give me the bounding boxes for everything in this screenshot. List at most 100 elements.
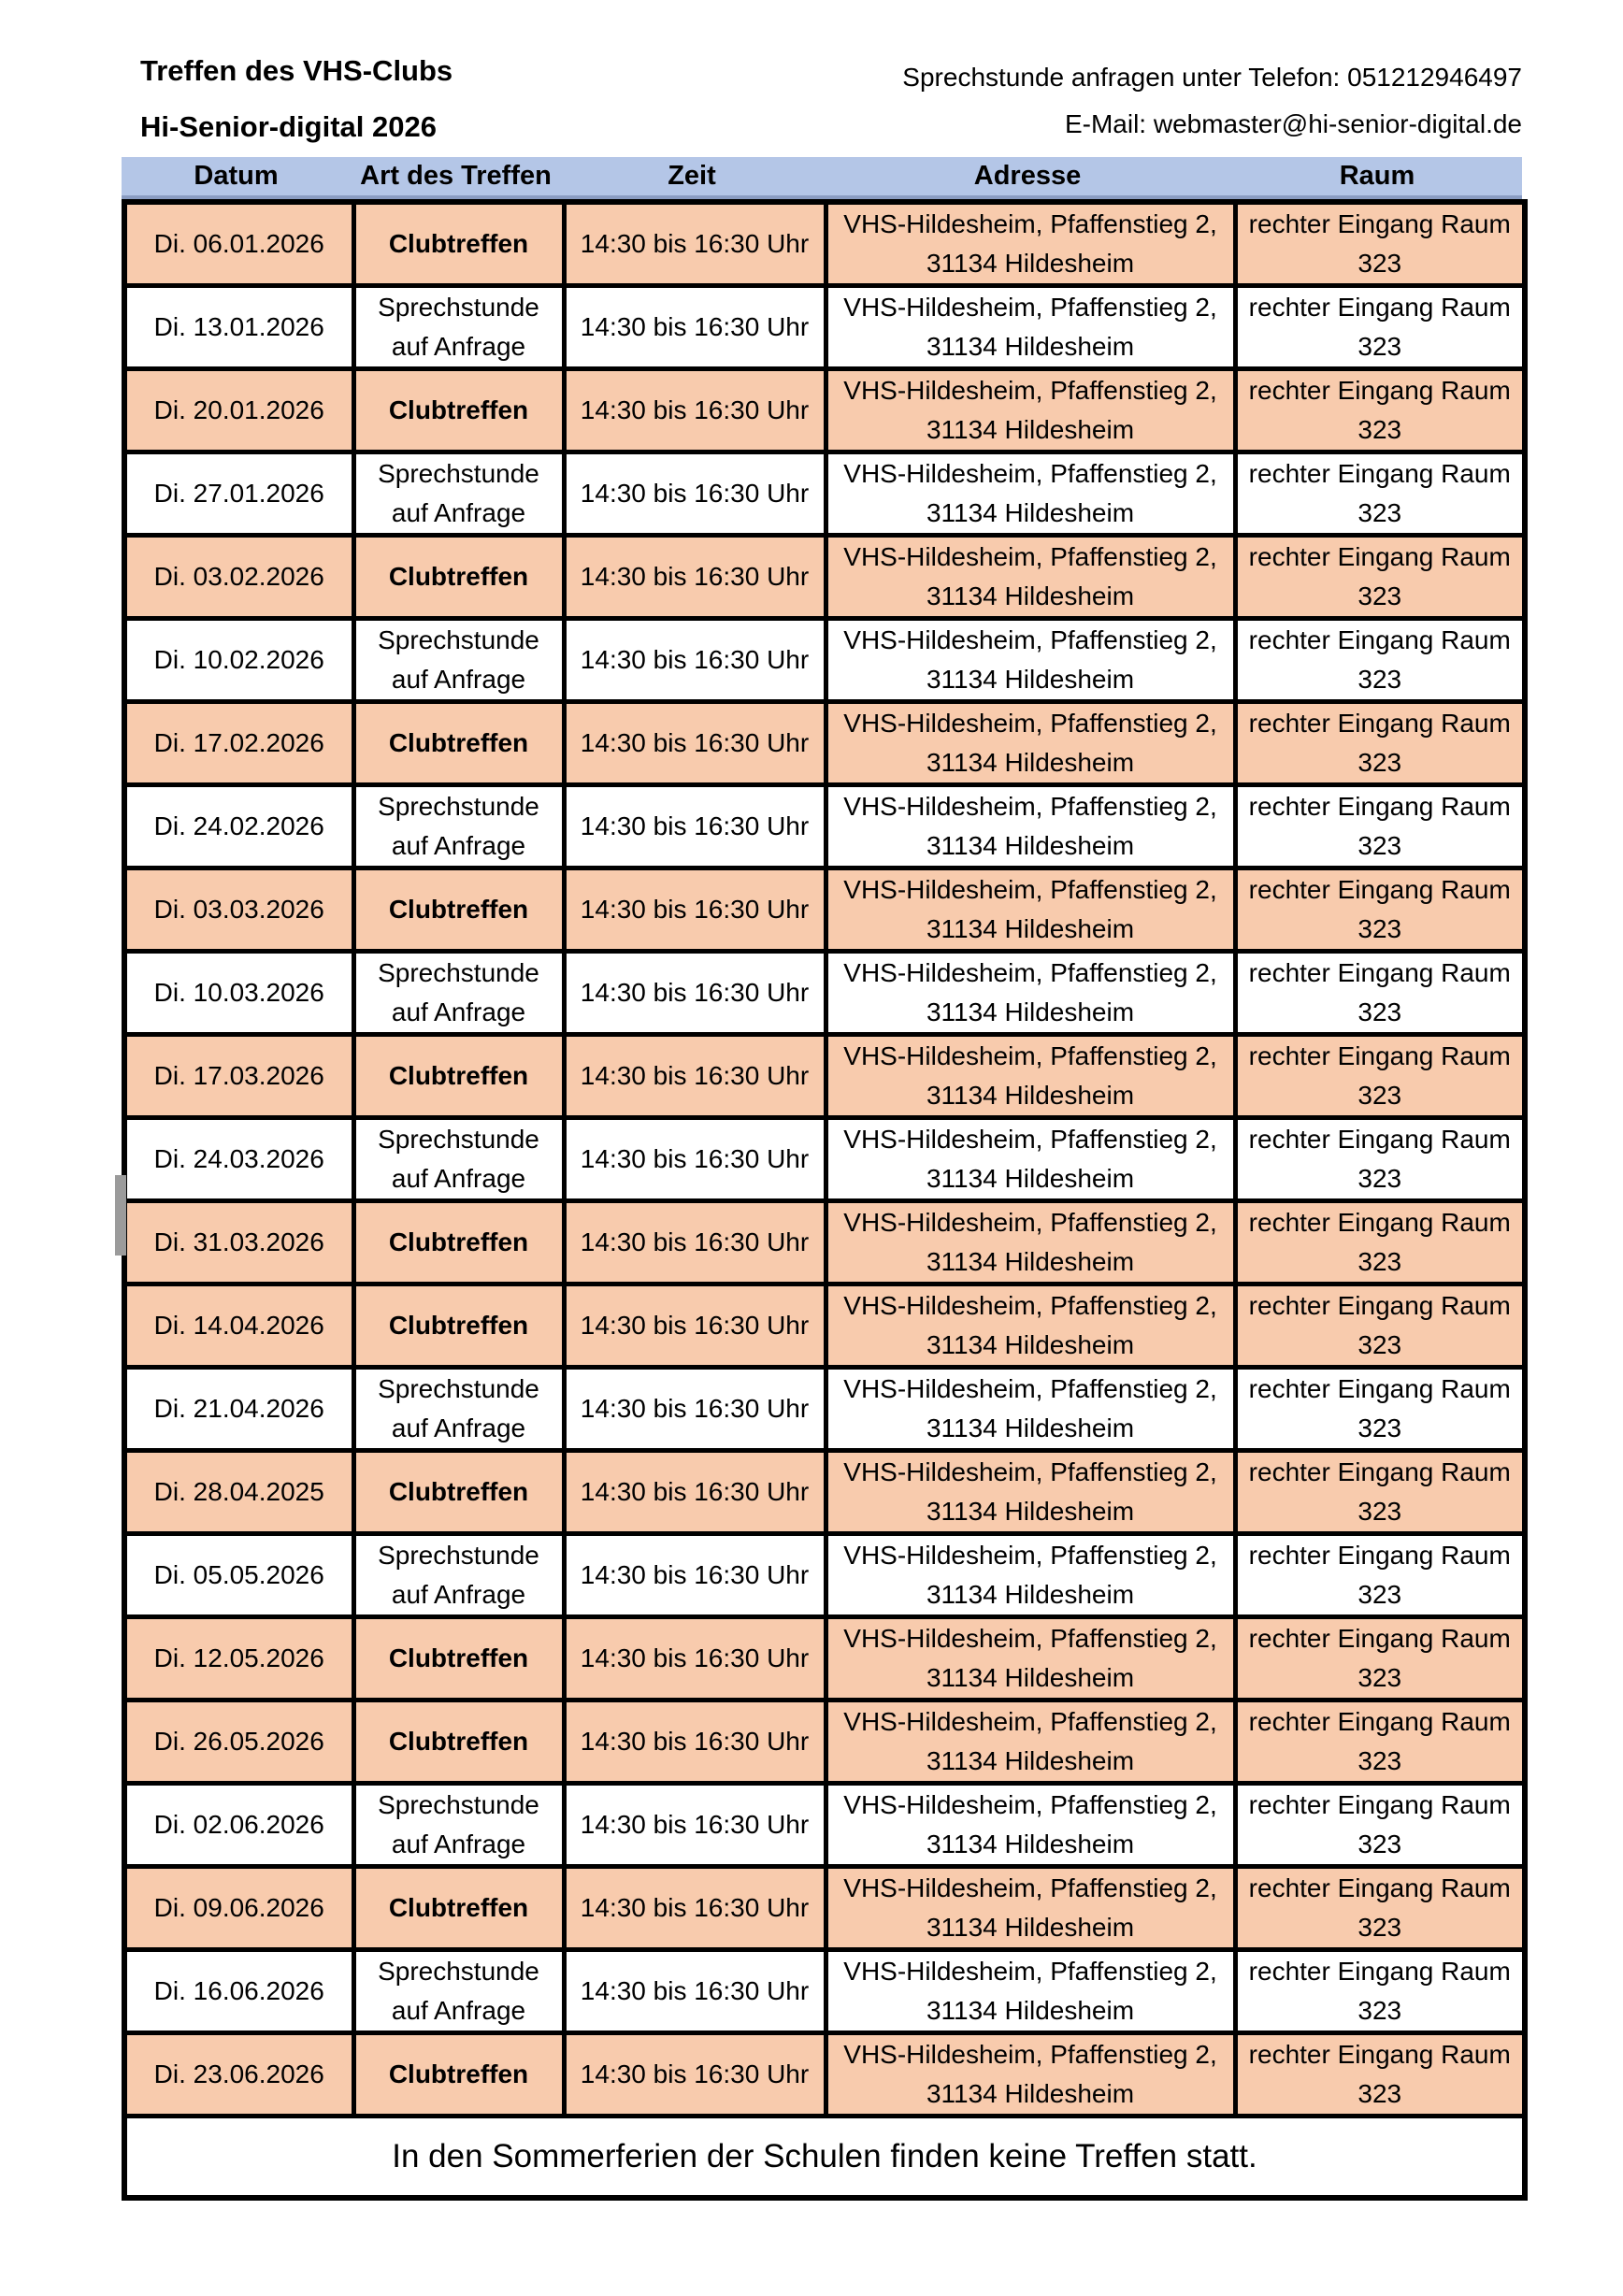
cell-datum: Di. 06.01.2026 (122, 199, 356, 288)
cell-adresse: VHS-Hildesheim, Pfaffenstieg 2, 31134 Hi… (823, 366, 1238, 454)
cell-zeit: 14:30 bis 16:30 Uhr (561, 1448, 828, 1536)
cell-adresse: VHS-Hildesheim, Pfaffenstieg 2, 31134 Hi… (823, 782, 1238, 870)
schedule-body: Di. 06.01.2026 Clubtreffen 14:30 bis 16:30… (122, 199, 1528, 2118)
schedule-row: Di. 10.02.2026 Sprechstunde auf Anfrage 14… (122, 616, 1528, 704)
cell-raum: rechter Eingang Raum 323 (1232, 1781, 1528, 1869)
contact-email: E-Mail: webmaster@hi-senior-digital.de (1064, 109, 1522, 138)
schedule-row: Di. 06.01.2026 Clubtreffen 14:30 bis 16:30… (122, 199, 1528, 288)
cell-art: Clubtreffen (351, 1864, 567, 1952)
title-line-1: Treffen des VHS-Clubs (140, 54, 453, 87)
contact-info: Sprechstunde anfragen unter Telefon: 051… (902, 54, 1522, 148)
title-line-2: Hi-Senior-digital 2026 (140, 110, 437, 143)
schedule-row: Di. 24.02.2026 Sprechstunde auf Anfrage 14… (122, 782, 1528, 870)
cell-raum: rechter Eingang Raum 323 (1232, 1448, 1528, 1536)
cell-datum: Di. 20.01.2026 (122, 366, 356, 454)
cell-adresse: VHS-Hildesheim, Pfaffenstieg 2, 31134 Hi… (823, 699, 1238, 787)
cell-zeit: 14:30 bis 16:30 Uhr (561, 1614, 828, 1702)
cell-datum: Di. 24.02.2026 (122, 782, 356, 870)
cell-raum: rechter Eingang Raum 323 (1232, 616, 1528, 704)
cell-zeit: 14:30 bis 16:30 Uhr (561, 949, 828, 1037)
cell-raum: rechter Eingang Raum 323 (1232, 1032, 1528, 1120)
cell-datum: Di. 09.06.2026 (122, 1864, 356, 1952)
column-header-datum: Datum (194, 161, 279, 191)
cell-adresse: VHS-Hildesheim, Pfaffenstieg 2, 31134 Hi… (823, 616, 1238, 704)
cell-datum: Di. 12.05.2026 (122, 1614, 356, 1702)
schedule-table: Di. 06.01.2026 Clubtreffen 14:30 bis 16:30… (122, 199, 1528, 2201)
schedule-row: Di. 28.04.2025 Clubtreffen 14:30 bis 16:30… (122, 1448, 1528, 1536)
column-header-art: Art des Treffen (360, 161, 552, 191)
cell-datum: Di. 23.06.2026 (122, 2031, 356, 2118)
cell-art: Sprechstunde auf Anfrage (351, 616, 567, 704)
schedule-row: Di. 27.01.2026 Sprechstunde auf Anfrage 14… (122, 450, 1528, 538)
schedule-row: Di. 17.02.2026 Clubtreffen 14:30 bis 16:30… (122, 699, 1528, 787)
cell-raum: rechter Eingang Raum 323 (1232, 1531, 1528, 1619)
column-header-raum: Raum (1339, 161, 1415, 191)
cell-datum: Di. 27.01.2026 (122, 450, 356, 538)
cell-zeit: 14:30 bis 16:30 Uhr (561, 1115, 828, 1203)
schedule-row: Di. 12.05.2026 Clubtreffen 14:30 bis 16:30… (122, 1614, 1528, 1702)
cell-art: Clubtreffen (351, 866, 567, 954)
cell-art: Clubtreffen (351, 199, 567, 288)
cell-zeit: 14:30 bis 16:30 Uhr (561, 866, 828, 954)
cell-zeit: 14:30 bis 16:30 Uhr (561, 1698, 828, 1786)
cell-adresse: VHS-Hildesheim, Pfaffenstieg 2, 31134 Hi… (823, 1115, 1238, 1203)
cell-adresse: VHS-Hildesheim, Pfaffenstieg 2, 31134 Hi… (823, 1282, 1238, 1370)
cell-zeit: 14:30 bis 16:30 Uhr (561, 533, 828, 621)
cell-datum: Di. 13.01.2026 (122, 283, 356, 371)
cell-adresse: VHS-Hildesheim, Pfaffenstieg 2, 31134 Hi… (823, 2031, 1238, 2118)
cell-zeit: 14:30 bis 16:30 Uhr (561, 1864, 828, 1952)
cell-datum: Di. 03.03.2026 (122, 866, 356, 954)
cell-adresse: VHS-Hildesheim, Pfaffenstieg 2, 31134 Hi… (823, 1781, 1238, 1869)
column-header-adresse: Adresse (973, 161, 1082, 191)
cell-art: Sprechstunde auf Anfrage (351, 782, 567, 870)
cell-zeit: 14:30 bis 16:30 Uhr (561, 366, 828, 454)
cell-art: Clubtreffen (351, 366, 567, 454)
schedule-row: Di. 14.04.2026 Clubtreffen 14:30 bis 16:30… (122, 1282, 1528, 1370)
schedule-row: Di. 03.02.2026 Clubtreffen 14:30 bis 16:30… (122, 533, 1528, 621)
schedule-row: Di. 05.05.2026 Sprechstunde auf Anfrage 14… (122, 1531, 1528, 1619)
cell-art: Clubtreffen (351, 1032, 567, 1120)
cell-zeit: 14:30 bis 16:30 Uhr (561, 1032, 828, 1120)
cell-datum: Di. 26.05.2026 (122, 1698, 356, 1786)
cell-datum: Di. 16.06.2026 (122, 1947, 356, 2035)
cell-datum: Di. 24.03.2026 (122, 1115, 356, 1203)
cell-art: Clubtreffen (351, 1282, 567, 1370)
schedule-row: Di. 09.06.2026 Clubtreffen 14:30 bis 16:30… (122, 1864, 1528, 1952)
schedule-table-wrap: Datum Art des Treffen Zeit Adresse Raum … (115, 157, 1528, 2201)
scan-artifact (115, 1175, 126, 1256)
column-header-row: Datum Art des Treffen Zeit Adresse Raum (122, 157, 1522, 199)
cell-zeit: 14:30 bis 16:30 Uhr (561, 1282, 828, 1370)
cell-datum: Di. 28.04.2025 (122, 1448, 356, 1536)
schedule-row: Di. 13.01.2026 Sprechstunde auf Anfrage 14… (122, 283, 1528, 371)
cell-raum: rechter Eingang Raum 323 (1232, 1947, 1528, 2035)
schedule-row: Di. 31.03.2026 Clubtreffen 14:30 bis 16:30… (122, 1198, 1528, 1286)
cell-art: Clubtreffen (351, 699, 567, 787)
cell-art: Clubtreffen (351, 1614, 567, 1702)
cell-art: Sprechstunde auf Anfrage (351, 450, 567, 538)
cell-adresse: VHS-Hildesheim, Pfaffenstieg 2, 31134 Hi… (823, 1698, 1238, 1786)
cell-adresse: VHS-Hildesheim, Pfaffenstieg 2, 31134 Hi… (823, 949, 1238, 1037)
cell-datum: Di. 03.02.2026 (122, 533, 356, 621)
schedule-row: Di. 24.03.2026 Sprechstunde auf Anfrage 14… (122, 1115, 1528, 1203)
cell-zeit: 14:30 bis 16:30 Uhr (561, 782, 828, 870)
cell-adresse: VHS-Hildesheim, Pfaffenstieg 2, 31134 Hi… (823, 1198, 1238, 1286)
schedule-row: Di. 17.03.2026 Clubtreffen 14:30 bis 16:30… (122, 1032, 1528, 1120)
cell-raum: rechter Eingang Raum 323 (1232, 1282, 1528, 1370)
cell-zeit: 14:30 bis 16:30 Uhr (561, 2031, 828, 2118)
cell-zeit: 14:30 bis 16:30 Uhr (561, 1198, 828, 1286)
cell-art: Sprechstunde auf Anfrage (351, 1115, 567, 1203)
cell-adresse: VHS-Hildesheim, Pfaffenstieg 2, 31134 Hi… (823, 1864, 1238, 1952)
cell-adresse: VHS-Hildesheim, Pfaffenstieg 2, 31134 Hi… (823, 283, 1238, 371)
cell-raum: rechter Eingang Raum 323 (1232, 1614, 1528, 1702)
cell-adresse: VHS-Hildesheim, Pfaffenstieg 2, 31134 Hi… (823, 199, 1238, 288)
cell-adresse: VHS-Hildesheim, Pfaffenstieg 2, 31134 Hi… (823, 1448, 1238, 1536)
cell-datum: Di. 31.03.2026 (122, 1198, 356, 1286)
cell-zeit: 14:30 bis 16:30 Uhr (561, 616, 828, 704)
cell-art: Sprechstunde auf Anfrage (351, 1531, 567, 1619)
cell-raum: rechter Eingang Raum 323 (1232, 2031, 1528, 2118)
cell-raum: rechter Eingang Raum 323 (1232, 699, 1528, 787)
cell-zeit: 14:30 bis 16:30 Uhr (561, 1365, 828, 1453)
cell-datum: Di. 14.04.2026 (122, 1282, 356, 1370)
cell-datum: Di. 10.02.2026 (122, 616, 356, 704)
